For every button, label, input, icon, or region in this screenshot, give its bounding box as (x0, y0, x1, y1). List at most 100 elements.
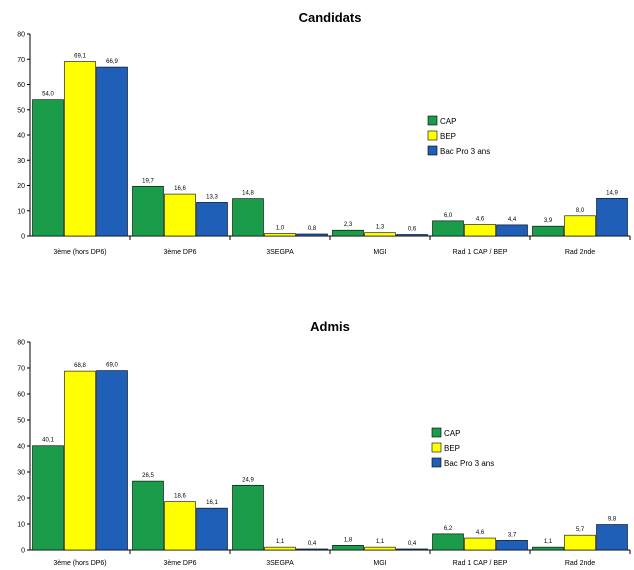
legend-swatch (427, 130, 438, 141)
bar-bep (564, 215, 596, 237)
y-tick-label: 70 (17, 57, 25, 64)
data-label: 1,1 (276, 539, 285, 545)
bar-cap (132, 480, 164, 551)
x-category-label: 3ème (hors DP6) (53, 560, 106, 567)
bar-bac-pro-3-ans (496, 224, 528, 237)
data-label: 69,1 (74, 54, 86, 60)
x-category-label: MGI (373, 249, 386, 256)
y-tick-label: 30 (17, 470, 25, 477)
bar-bac-pro-3-ans (396, 234, 428, 237)
bar-bep (364, 232, 396, 237)
bar-cap (132, 185, 164, 237)
data-label: 3,7 (508, 532, 517, 538)
data-label: 40,1 (42, 438, 54, 444)
data-label: 19,7 (142, 178, 154, 184)
data-label: 14,8 (242, 191, 254, 197)
x-category-label: 3SEGPA (266, 249, 294, 256)
data-label: 4,6 (476, 216, 485, 222)
chart-admis: Admis 0 10 20 30 40 50 60 70 80 3ème (hors DP6) 40,… (17, 319, 631, 567)
bar-bac-pro-3-ans (496, 540, 528, 551)
bar-cap (332, 229, 364, 237)
bar-cap (332, 545, 364, 551)
bar-bep (464, 224, 496, 237)
legend-swatch (431, 427, 442, 438)
data-label: 24,9 (242, 477, 254, 483)
y-tick-label: 30 (17, 158, 25, 165)
bar-bep (264, 546, 296, 551)
bar-bep (464, 537, 496, 551)
bar-bac-pro-3-ans (596, 524, 628, 551)
x-category-label: 3SEGPA (266, 560, 294, 567)
y-tick-label: 50 (17, 418, 25, 425)
data-label: 1,0 (276, 225, 285, 231)
bar-bep (64, 61, 96, 237)
data-label: 4,4 (508, 217, 517, 223)
data-label: 1,1 (376, 539, 385, 545)
y-tick-label: 80 (17, 340, 25, 347)
bar-cap (232, 198, 264, 237)
bar-bac-pro-3-ans (96, 370, 128, 551)
data-label: 6,0 (444, 213, 453, 219)
data-label: 0,4 (308, 541, 317, 547)
x-category-label: Rad 2nde (565, 560, 595, 567)
data-label: 14,9 (606, 190, 618, 196)
y-tick-label: 60 (17, 82, 25, 89)
bar-bep (164, 193, 196, 237)
chart-candidats: Candidats 0 10 20 30 40 50 60 70 80 3ème (hors DP6… (17, 10, 631, 256)
data-label: 2,3 (344, 222, 353, 228)
x-category-label: Rad 1 CAP / BEP (453, 560, 508, 567)
data-label: 16,1 (206, 500, 218, 506)
y-tick-label: 20 (17, 183, 25, 190)
bar-bep (564, 534, 596, 551)
bar-bep (164, 501, 196, 551)
bar-bac-pro-3-ans (196, 507, 228, 551)
data-label: 1,8 (344, 537, 353, 543)
data-label: 69,0 (106, 363, 118, 369)
legend-label: Bac Pro 3 ans (440, 147, 490, 156)
data-label: 54,0 (42, 92, 54, 98)
legend-swatch (431, 442, 442, 453)
bar-cap (32, 99, 64, 237)
y-tick-label: 50 (17, 107, 25, 114)
y-tick-label: 10 (17, 208, 25, 215)
data-label: 18,6 (174, 494, 186, 500)
bar-cap (232, 484, 264, 551)
legend-swatch (427, 115, 438, 126)
x-category-label: Rad 1 CAP / BEP (453, 249, 508, 256)
chart-title: Admis (310, 319, 350, 334)
bar-cap (532, 546, 564, 551)
bar-cap (432, 220, 464, 237)
x-category-label: Rad 2nde (565, 249, 595, 256)
bar-bep (364, 546, 396, 551)
legend-label: CAP (440, 117, 456, 126)
data-label: 13,3 (206, 194, 218, 200)
y-tick-label: 60 (17, 392, 25, 399)
bar-bac-pro-3-ans (296, 548, 328, 551)
y-tick-label: 70 (17, 366, 25, 373)
data-label: 26,5 (142, 473, 154, 479)
legend-label: CAP (444, 429, 460, 438)
y-tick-label: 40 (17, 444, 25, 451)
x-category-label: 3ème (hors DP6) (53, 249, 106, 256)
y-tick-label: 80 (17, 32, 25, 39)
bar-bac-pro-3-ans (296, 233, 328, 237)
legend-swatch (427, 145, 438, 156)
data-label: 16,6 (174, 186, 186, 192)
data-label: 66,9 (106, 59, 118, 65)
x-category-label: MGI (373, 560, 386, 567)
legend-label: BEP (440, 132, 456, 141)
data-label: 0,6 (408, 226, 417, 232)
legend-swatch (431, 457, 442, 468)
data-label: 3,9 (544, 218, 553, 224)
data-label: 68,8 (74, 363, 86, 369)
data-label: 5,7 (576, 527, 585, 533)
chart-title: Candidats (299, 10, 362, 25)
bar-bep (64, 370, 96, 551)
data-label: 8,0 (576, 208, 585, 214)
data-label: 0,4 (408, 541, 417, 547)
bar-bac-pro-3-ans (196, 202, 228, 237)
bar-bep (264, 233, 296, 237)
y-tick-label: 20 (17, 496, 25, 503)
bar-cap (532, 225, 564, 237)
